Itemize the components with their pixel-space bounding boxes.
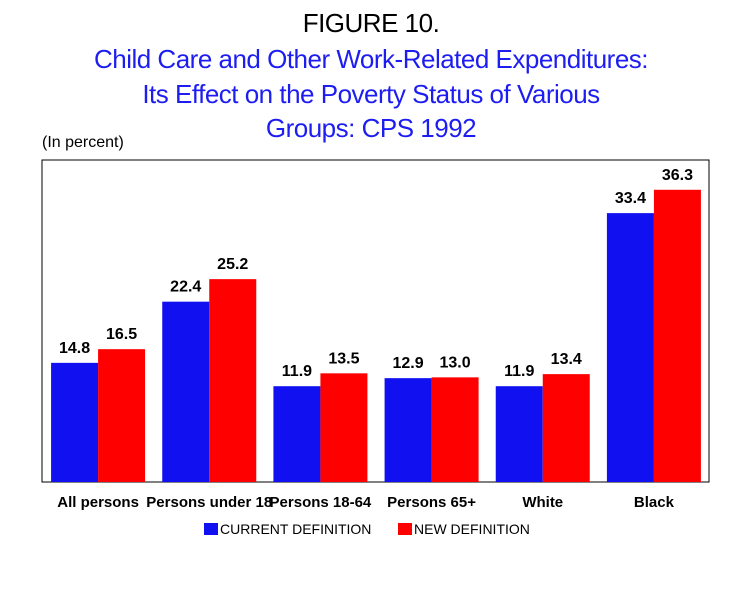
bar-new-0 xyxy=(98,349,146,482)
legend-swatch-current xyxy=(204,523,218,535)
plot-area-frame xyxy=(41,159,710,483)
figure-label: FIGURE 10. xyxy=(302,8,440,38)
value-label-new-1: 25.2 xyxy=(217,256,248,273)
bar-new-4 xyxy=(542,374,590,482)
value-label-new-5: 36.3 xyxy=(662,167,693,184)
value-label-current-5: 33.4 xyxy=(615,190,646,207)
legend-label-current: CURRENT DEFINITION xyxy=(220,521,372,537)
legend: CURRENT DEFINITION NEW DEFINITION xyxy=(0,521,742,541)
category-label-3: Persons 65+ xyxy=(387,494,476,511)
category-label-5: Black xyxy=(634,494,675,511)
bar-current-0 xyxy=(51,362,99,482)
legend-swatch-new xyxy=(398,523,412,535)
value-label-new-3: 13.0 xyxy=(440,354,471,371)
category-label-2: Persons 18-64 xyxy=(270,494,372,511)
legend-label-new: NEW DEFINITION xyxy=(414,521,530,537)
value-label-current-2: 11.9 xyxy=(282,363,312,380)
bar-new-1 xyxy=(209,279,257,482)
value-label-new-4: 13.4 xyxy=(551,351,582,368)
value-label-new-0: 16.5 xyxy=(106,326,137,343)
category-label-4: White xyxy=(522,494,563,511)
chart-title-line-3: Groups: CPS 1992 xyxy=(265,113,477,143)
bar-current-3 xyxy=(384,378,432,482)
value-label-current-4: 11.9 xyxy=(504,363,534,380)
chart-title-line-2: Its Effect on the Poverty Status of Vari… xyxy=(142,79,600,109)
legend-item-current: CURRENT DEFINITION xyxy=(204,521,371,537)
chart-title-line-1: Child Care and Other Work-Related Expend… xyxy=(93,44,649,74)
bar-current-5 xyxy=(606,213,654,482)
value-label-current-3: 12.9 xyxy=(393,355,424,372)
bar-new-5 xyxy=(653,189,701,482)
bar-current-2 xyxy=(273,386,321,482)
bar-current-1 xyxy=(162,301,210,482)
legend-item-new: NEW DEFINITION xyxy=(398,521,530,537)
category-label-1: Persons under 18 xyxy=(146,494,272,511)
bar-new-2 xyxy=(320,373,368,482)
y-unit-label: (In percent) xyxy=(42,134,124,151)
value-label-current-1: 22.4 xyxy=(170,279,201,296)
value-labels: 14.8 16.5 22.4 25.2 11.9 13.5 12.9 13.0 11.9 13.4… xyxy=(59,167,693,380)
bar-current-4 xyxy=(495,386,543,482)
bar-new-3 xyxy=(431,377,479,482)
category-label-0: All persons xyxy=(57,494,139,511)
bar-group xyxy=(51,189,701,482)
value-label-new-2: 13.5 xyxy=(328,350,359,367)
value-label-current-0: 14.8 xyxy=(59,340,90,357)
